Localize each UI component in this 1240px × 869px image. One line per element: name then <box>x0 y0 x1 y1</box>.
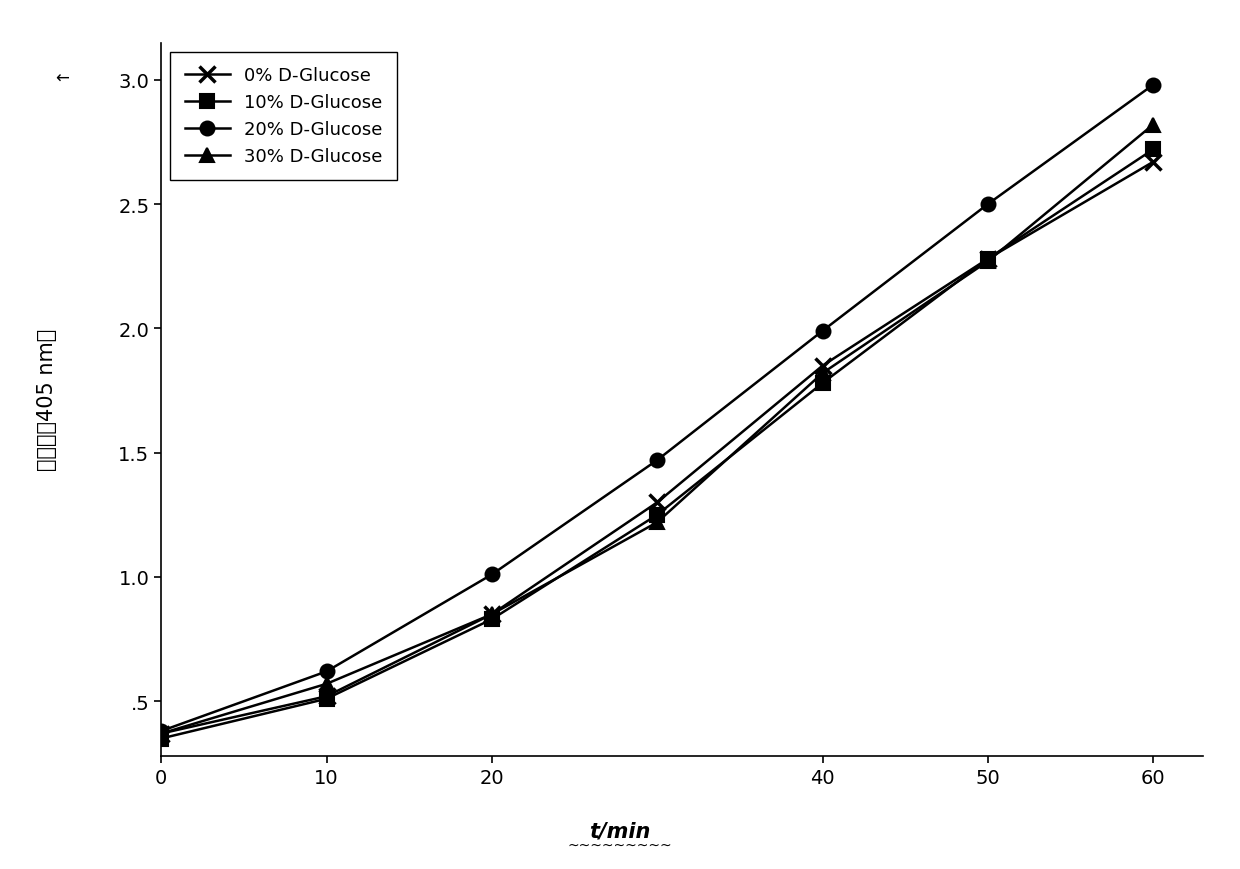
10% D-Glucose <box>981 255 996 265</box>
10% D-Glucose <box>154 733 169 744</box>
10% D-Glucose <box>1146 145 1161 156</box>
20% D-Glucose <box>1146 81 1161 91</box>
30% D-Glucose <box>981 256 996 267</box>
30% D-Glucose <box>319 679 334 689</box>
10% D-Glucose <box>319 693 334 704</box>
0% D-Glucose <box>650 498 665 508</box>
0% D-Glucose <box>1146 157 1161 168</box>
Line: 20% D-Glucose: 20% D-Glucose <box>154 79 1161 738</box>
30% D-Glucose <box>485 609 500 620</box>
Text: t/min: t/min <box>589 820 650 840</box>
Line: 10% D-Glucose: 10% D-Glucose <box>154 143 1161 746</box>
0% D-Glucose <box>815 361 830 371</box>
30% D-Glucose <box>650 517 665 527</box>
0% D-Glucose <box>319 691 334 701</box>
10% D-Glucose <box>815 378 830 388</box>
Text: 吸光度（405 nm）: 吸光度（405 nm） <box>37 328 57 471</box>
10% D-Glucose <box>650 510 665 521</box>
30% D-Glucose <box>1146 120 1161 130</box>
0% D-Glucose <box>981 255 996 265</box>
20% D-Glucose <box>319 667 334 677</box>
0% D-Glucose <box>154 728 169 739</box>
Line: 0% D-Glucose: 0% D-Glucose <box>154 155 1161 741</box>
Legend: 0% D-Glucose, 10% D-Glucose, 20% D-Glucose, 30% D-Glucose: 0% D-Glucose, 10% D-Glucose, 20% D-Gluco… <box>170 52 397 180</box>
0% D-Glucose <box>485 609 500 620</box>
30% D-Glucose <box>815 368 830 379</box>
20% D-Glucose <box>981 200 996 210</box>
20% D-Glucose <box>154 726 169 736</box>
Line: 30% D-Glucose: 30% D-Glucose <box>154 118 1161 740</box>
Text: ←: ← <box>56 70 69 88</box>
20% D-Glucose <box>485 569 500 580</box>
20% D-Glucose <box>815 326 830 336</box>
10% D-Glucose <box>485 614 500 625</box>
20% D-Glucose <box>650 455 665 466</box>
30% D-Glucose <box>154 728 169 739</box>
Text: ~~~~~~~~~: ~~~~~~~~~ <box>567 838 672 852</box>
